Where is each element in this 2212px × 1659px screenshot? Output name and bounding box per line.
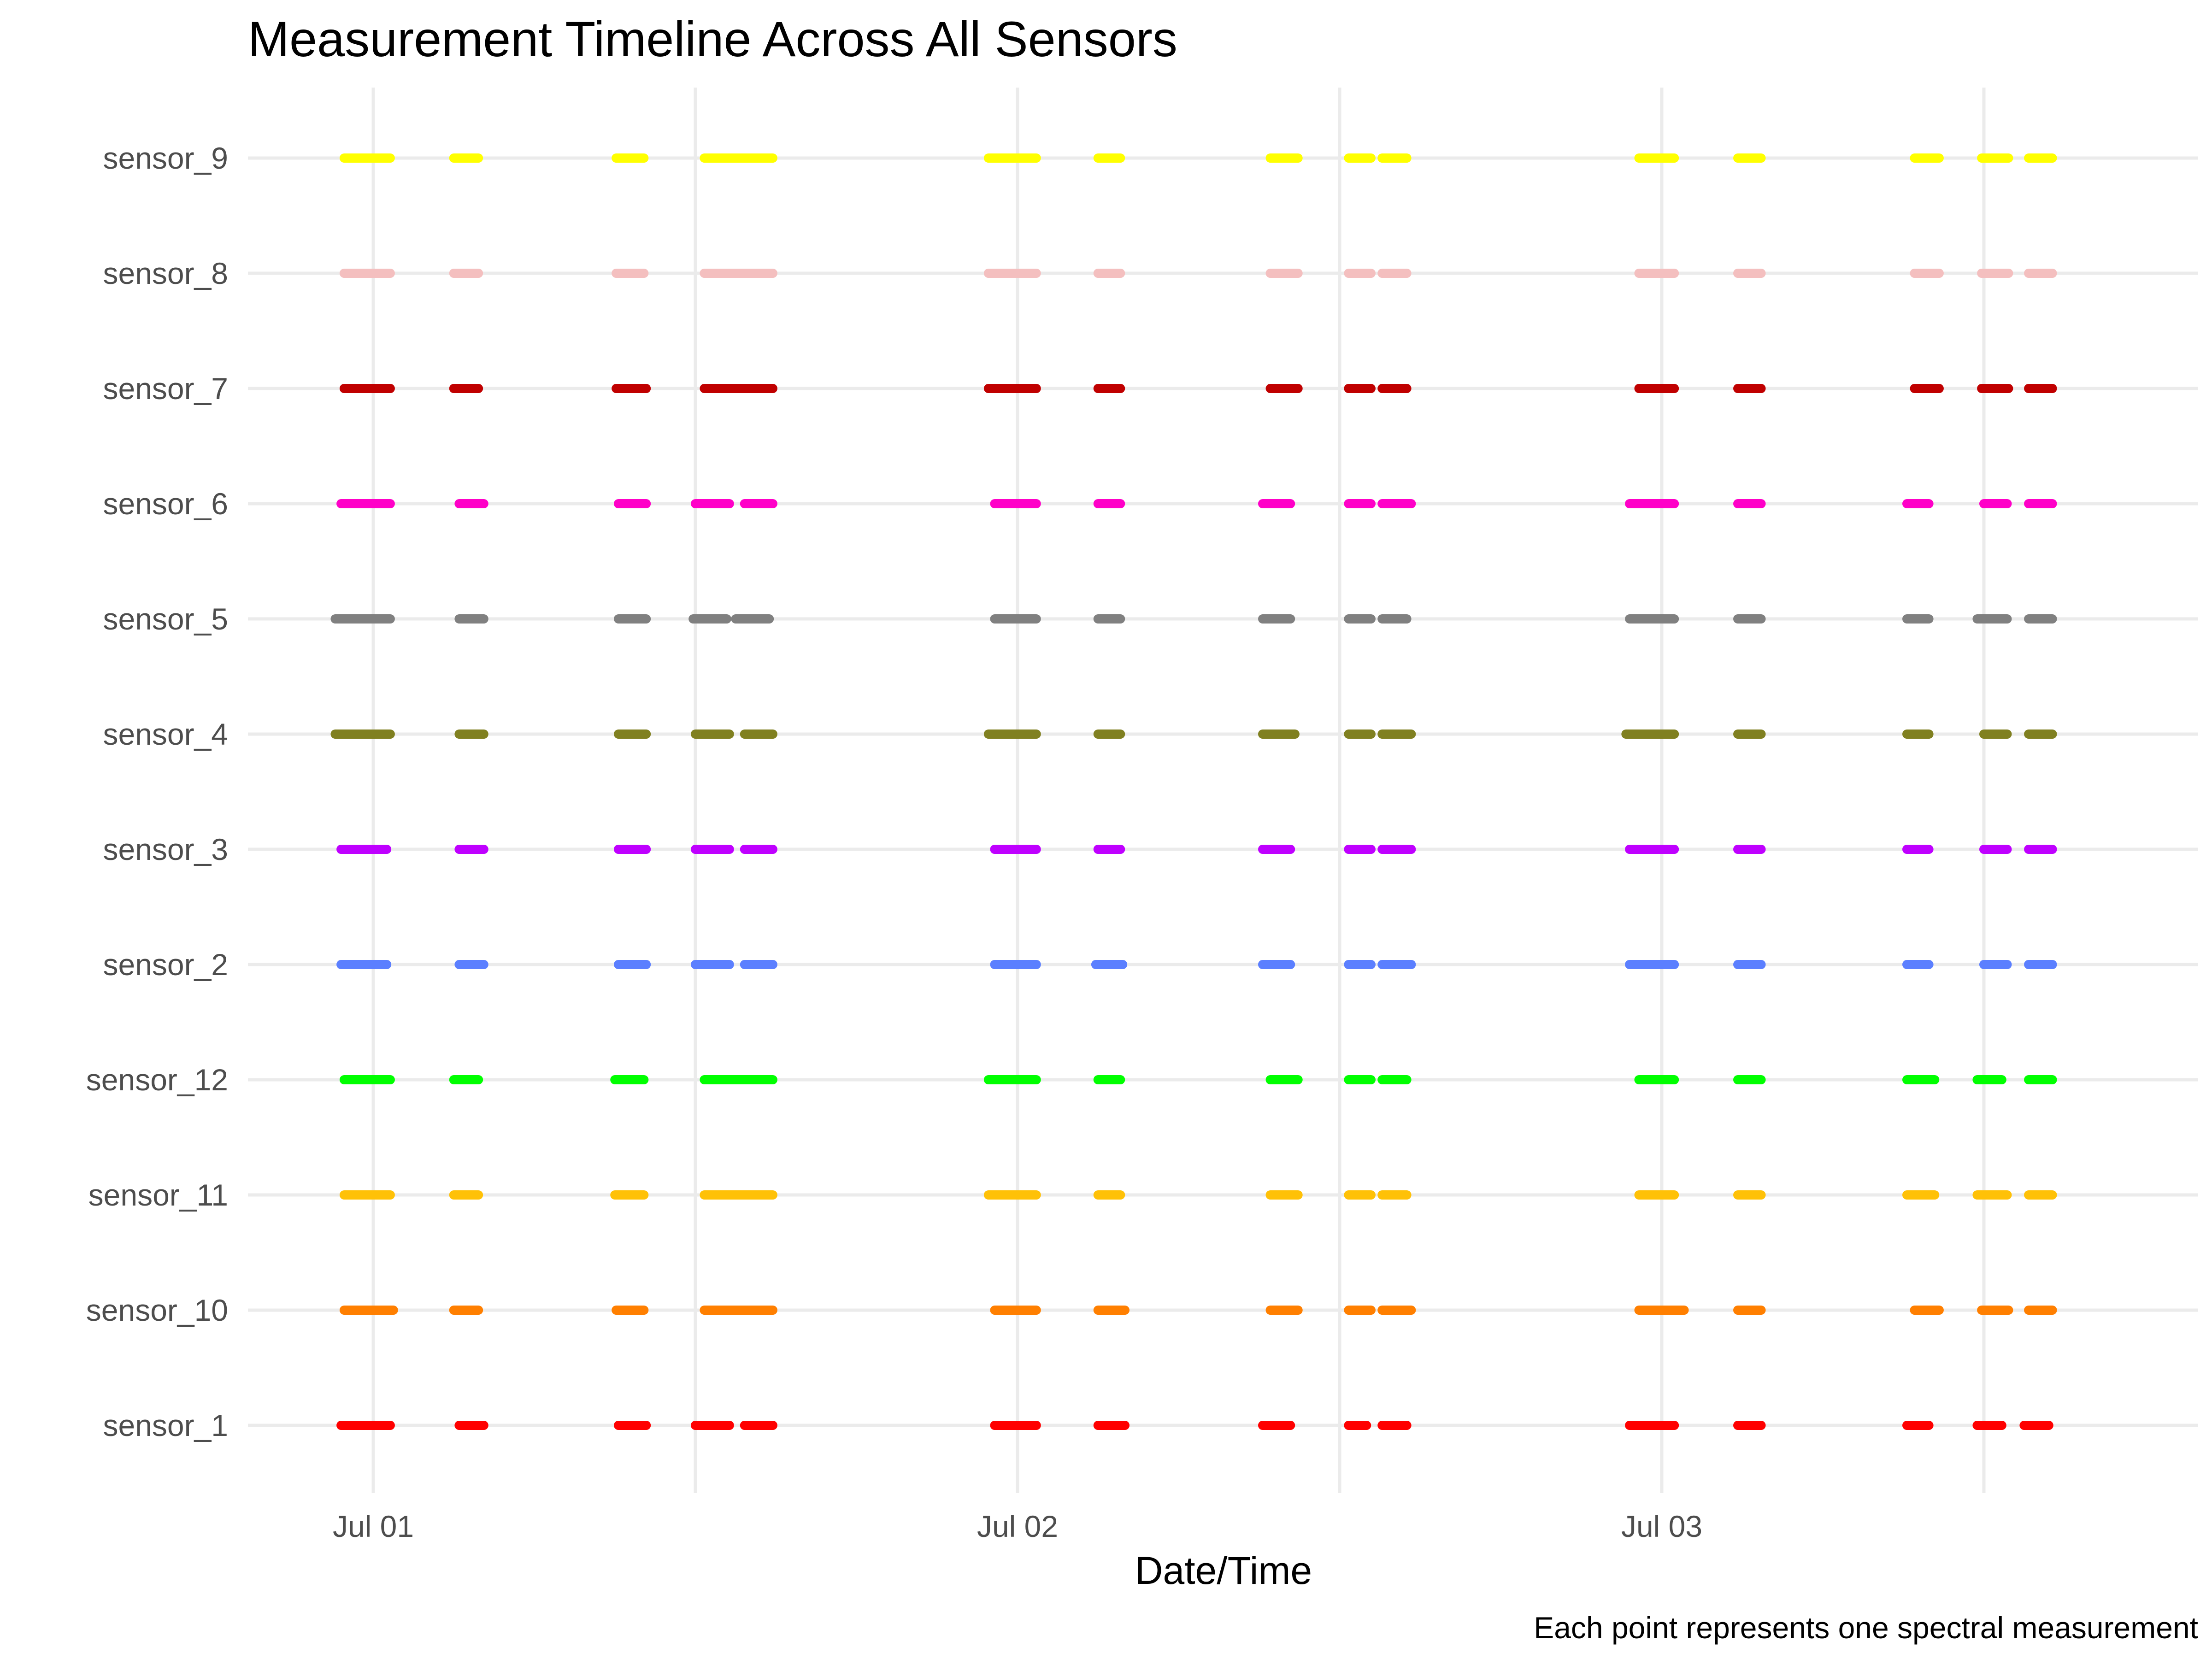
y-tick-label: sensor_6 [103, 487, 228, 521]
x-tick-label: Jul 01 [333, 1509, 414, 1543]
y-tick-label: sensor_4 [103, 717, 228, 751]
y-tick-label: sensor_5 [103, 602, 228, 636]
x-axis-tick-labels: Jul 01 Jul 02 Jul 03 [333, 1509, 1702, 1543]
x-tick-label: Jul 02 [977, 1509, 1058, 1543]
x-axis-title: Date/Time [1135, 1549, 1312, 1592]
x-tick-label: Jul 03 [1621, 1509, 1702, 1543]
y-tick-label: sensor_9 [103, 141, 228, 175]
chart-title: Measurement Timeline Across All Sensors [248, 11, 1177, 67]
y-tick-label: sensor_1 [103, 1408, 228, 1442]
chart-caption: Each point represents one spectral measu… [1534, 1611, 2198, 1645]
y-axis-tick-labels: sensor_1 sensor_10 sensor_11 sensor_12 senso… [86, 141, 228, 1442]
y-tick-label: sensor_7 [103, 371, 228, 406]
y-tick-label: sensor_12 [86, 1063, 228, 1097]
y-tick-label: sensor_10 [86, 1293, 228, 1327]
y-tick-label: sensor_2 [103, 947, 228, 982]
grid-layer [248, 88, 2198, 1493]
y-tick-label: sensor_3 [103, 832, 228, 866]
marks-layer [330, 153, 2057, 1430]
y-tick-label: sensor_8 [103, 256, 228, 290]
y-tick-label: sensor_11 [88, 1178, 228, 1212]
